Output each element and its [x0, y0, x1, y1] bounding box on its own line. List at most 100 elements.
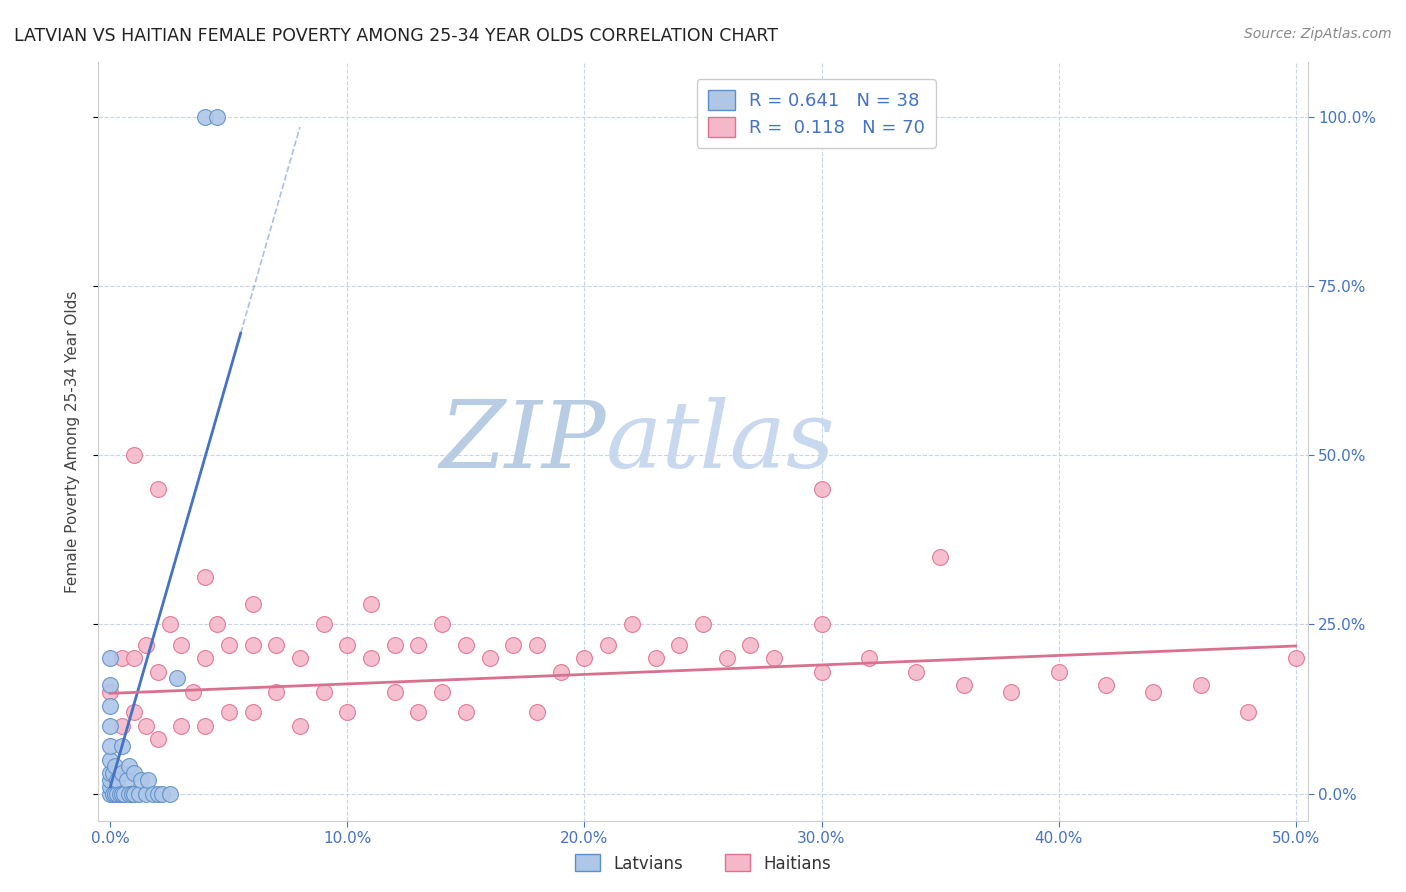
Point	[408, 638, 430, 652]
Point	[454, 638, 477, 652]
Point	[384, 638, 406, 652]
Point	[1142, 685, 1164, 699]
Point	[1095, 678, 1118, 692]
Text: ZIP: ZIP	[440, 397, 606, 486]
Point	[98, 772, 121, 787]
Point	[98, 766, 121, 780]
Point	[111, 766, 134, 780]
Point	[135, 719, 157, 733]
Point	[408, 706, 430, 720]
Point	[384, 685, 406, 699]
Point	[205, 110, 228, 124]
Point	[121, 787, 143, 801]
Point	[218, 706, 240, 720]
Point	[122, 706, 145, 720]
Point	[360, 651, 382, 665]
Point	[692, 617, 714, 632]
Point	[432, 685, 454, 699]
Point	[146, 665, 169, 679]
Point	[810, 617, 832, 632]
Point	[128, 787, 150, 801]
Point	[129, 772, 152, 787]
Point	[142, 787, 165, 801]
Point	[1285, 651, 1308, 665]
Point	[242, 706, 264, 720]
Point	[194, 651, 217, 665]
Point	[170, 719, 193, 733]
Point	[668, 638, 690, 652]
Point	[98, 698, 121, 713]
Point	[242, 597, 264, 611]
Point	[98, 678, 121, 692]
Point	[159, 787, 181, 801]
Point	[336, 638, 359, 652]
Point	[122, 651, 145, 665]
Legend: Latvians, Haitians: Latvians, Haitians	[568, 847, 838, 880]
Point	[312, 685, 335, 699]
Text: LATVIAN VS HAITIAN FEMALE POVERTY AMONG 25-34 YEAR OLDS CORRELATION CHART: LATVIAN VS HAITIAN FEMALE POVERTY AMONG …	[14, 27, 778, 45]
Point	[122, 448, 145, 462]
Point	[98, 739, 121, 754]
Point	[111, 719, 134, 733]
Point	[136, 772, 159, 787]
Point	[526, 706, 548, 720]
Point	[98, 780, 121, 794]
Point	[98, 753, 121, 767]
Point	[264, 685, 287, 699]
Point	[159, 617, 181, 632]
Point	[111, 651, 134, 665]
Point	[135, 787, 157, 801]
Point	[218, 638, 240, 652]
Point	[170, 638, 193, 652]
Point	[550, 665, 572, 679]
Point	[644, 651, 666, 665]
Point	[166, 672, 188, 686]
Point	[454, 706, 477, 720]
Point	[1237, 706, 1260, 720]
Point	[105, 787, 128, 801]
Point	[810, 482, 832, 496]
Y-axis label: Female Poverty Among 25-34 Year Olds: Female Poverty Among 25-34 Year Olds	[65, 291, 80, 592]
Point	[146, 732, 169, 747]
Point	[763, 651, 786, 665]
Point	[598, 638, 620, 652]
Point	[98, 651, 121, 665]
Point	[194, 570, 217, 584]
Point	[288, 719, 311, 733]
Point	[526, 638, 548, 652]
Text: Source: ZipAtlas.com: Source: ZipAtlas.com	[1244, 27, 1392, 41]
Point	[858, 651, 880, 665]
Point	[312, 617, 335, 632]
Point	[98, 685, 121, 699]
Point	[104, 759, 127, 773]
Point	[264, 638, 287, 652]
Point	[118, 759, 141, 773]
Text: atlas: atlas	[606, 397, 835, 486]
Point	[146, 482, 169, 496]
Point	[242, 638, 264, 652]
Point	[952, 678, 974, 692]
Point	[810, 665, 832, 679]
Point	[118, 787, 141, 801]
Point	[111, 739, 134, 754]
Point	[152, 787, 174, 801]
Point	[122, 766, 145, 780]
Point	[181, 685, 204, 699]
Point	[905, 665, 928, 679]
Point	[98, 719, 121, 733]
Point	[432, 617, 454, 632]
Point	[108, 787, 131, 801]
Point	[101, 787, 124, 801]
Point	[105, 772, 128, 787]
Point	[740, 638, 762, 652]
Point	[929, 549, 952, 564]
Point	[1000, 685, 1022, 699]
Point	[111, 787, 134, 801]
Point	[288, 651, 311, 665]
Legend: R = 0.641   N = 38, R =  0.118   N = 70: R = 0.641 N = 38, R = 0.118 N = 70	[697, 79, 936, 148]
Point	[1047, 665, 1070, 679]
Point	[360, 597, 382, 611]
Point	[502, 638, 524, 652]
Point	[574, 651, 596, 665]
Point	[98, 787, 121, 801]
